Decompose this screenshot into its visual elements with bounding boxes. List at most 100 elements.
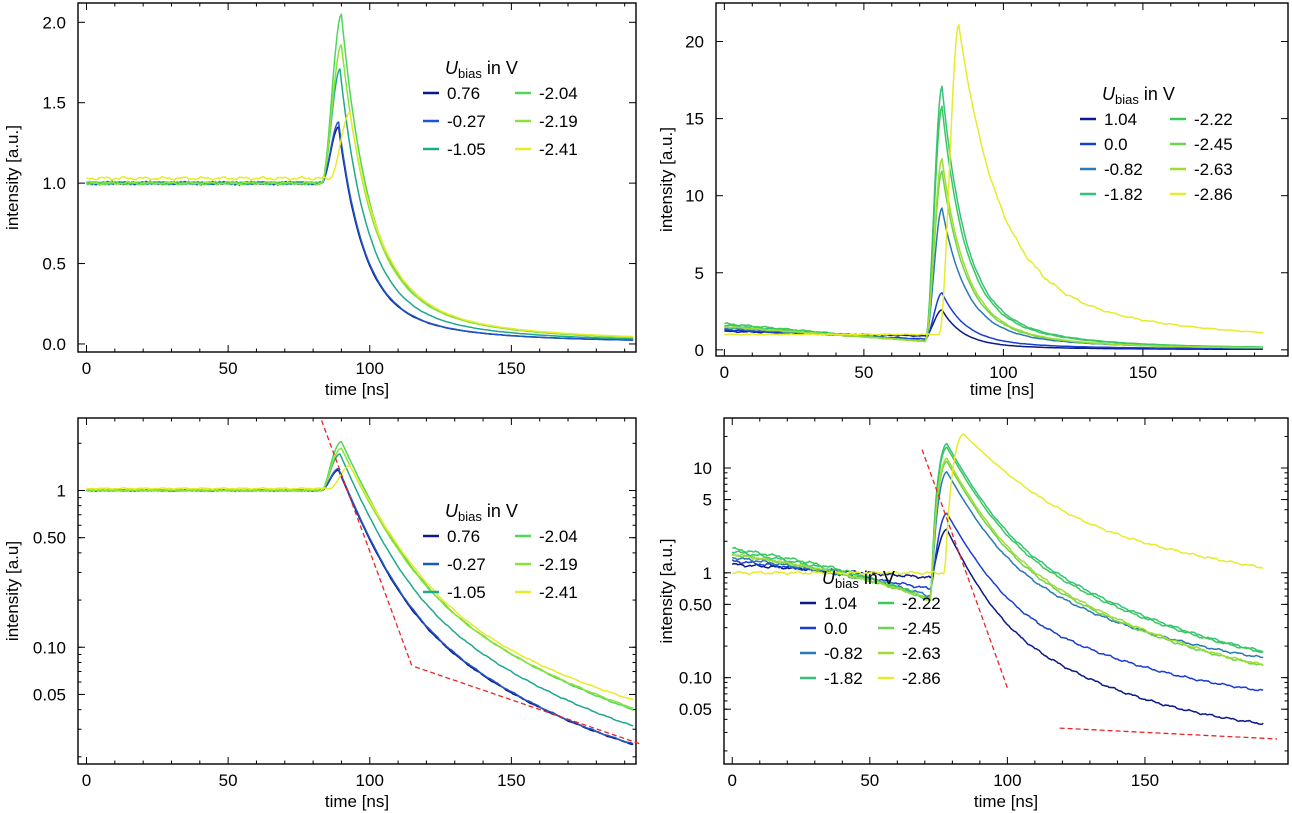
legend-label: -2.41 bbox=[539, 583, 578, 602]
legend-label: 0.0 bbox=[1104, 135, 1128, 154]
series-line--2.22 bbox=[732, 446, 1264, 654]
series-line--2.41 bbox=[86, 464, 634, 701]
legend-label: -2.63 bbox=[1194, 160, 1233, 179]
legend-label: -2.41 bbox=[539, 140, 578, 159]
x-tick-label: 100 bbox=[993, 771, 1021, 790]
legend: Ubias in V 0.76 -0.27 -1.05 -2.04 -2.19 -2.41 bbox=[423, 58, 578, 159]
plot-frame bbox=[723, 417, 1289, 765]
y-tick-label: 0.0 bbox=[42, 335, 66, 354]
chart-panel-bottom-left: 0 50 100 150 1 0.50 0.10 0.05 time [ns] intensity… bbox=[3, 417, 642, 811]
legend-label: -1.05 bbox=[447, 583, 486, 602]
x-tick-label: 150 bbox=[497, 771, 525, 790]
x-tick-label: 150 bbox=[1129, 363, 1157, 382]
fit-line-0 bbox=[921, 449, 1008, 689]
fit-line-1 bbox=[414, 666, 642, 746]
y-tick-label: 0.5 bbox=[42, 255, 66, 274]
fit-line-1 bbox=[1059, 727, 1278, 740]
curves bbox=[86, 440, 634, 746]
series-line-0.0 bbox=[731, 512, 1264, 692]
legend: Ubias in V 0.76 -0.27 -1.05 -2.04 -2.19 -2.41 bbox=[423, 501, 578, 602]
legend-label: -2.45 bbox=[1194, 135, 1233, 154]
legend-label: 0.0 bbox=[824, 619, 848, 638]
legend-label: -2.19 bbox=[539, 112, 578, 131]
series-line--2.45 bbox=[731, 460, 1264, 667]
legend-title: Ubias in V bbox=[445, 58, 518, 81]
x-tick-label: 0 bbox=[720, 363, 729, 382]
legend-label: -0.27 bbox=[447, 112, 486, 131]
legend-label: 1.04 bbox=[824, 594, 857, 613]
y-tick-label: 5 bbox=[695, 264, 704, 283]
x-axis-label: time [ns] bbox=[325, 792, 389, 811]
legend-label: -2.19 bbox=[539, 555, 578, 574]
curves bbox=[724, 23, 1263, 351]
series-line--2.86 bbox=[732, 433, 1264, 576]
y-tick-label: 5 bbox=[703, 491, 712, 510]
legend-label: -1.82 bbox=[824, 669, 863, 688]
legend-label: 0.76 bbox=[447, 84, 480, 103]
x-tick-label: 50 bbox=[219, 359, 238, 378]
legend-label: 0.76 bbox=[447, 527, 480, 546]
legend-label: 1.04 bbox=[1104, 110, 1137, 129]
legend-label: -0.82 bbox=[824, 644, 863, 663]
plot-frame bbox=[715, 2, 1289, 357]
y-axis-label: intensity [a.u.] bbox=[657, 539, 676, 644]
y-axis-label: intensity [a.u.] bbox=[657, 127, 676, 232]
y-tick-label: 0.50 bbox=[679, 595, 712, 614]
legend-label: -0.27 bbox=[447, 555, 486, 574]
x-axis-label: time [ns] bbox=[970, 380, 1034, 399]
legend-label: -2.04 bbox=[539, 527, 578, 546]
x-tick-label: 50 bbox=[219, 771, 238, 790]
x-tick-label: 0 bbox=[728, 771, 737, 790]
y-axis-label: intensity [a.u] bbox=[3, 541, 22, 641]
legend: Ubias in V 1.04 0.0 -0.82 -1.82 -2.22 -2.45 -2.… bbox=[1080, 84, 1233, 204]
x-tick-label: 100 bbox=[356, 359, 384, 378]
y-tick-label: 15 bbox=[685, 110, 704, 129]
chart-panel-top-left: 0 50 100 150 0.0 0.5 1.0 1.5 2.0 time [ns] intensi… bbox=[3, 2, 637, 399]
x-tick-label: 50 bbox=[860, 771, 879, 790]
y-tick-label: 1.0 bbox=[42, 174, 66, 193]
chart-panel-top-right: 0 50 100 150 0 5 10 15 20 time [ns] intensity [a.u… bbox=[657, 2, 1289, 399]
y-tick-label: 0.05 bbox=[679, 700, 712, 719]
curves bbox=[86, 13, 634, 341]
x-tick-label: 100 bbox=[356, 771, 384, 790]
legend-label: -0.82 bbox=[1104, 160, 1143, 179]
series-line--1.82 bbox=[724, 85, 1263, 348]
legend-label: -1.82 bbox=[1104, 185, 1143, 204]
plot-frame bbox=[77, 2, 637, 353]
series-line--2.45 bbox=[724, 170, 1263, 349]
series-line--2.63 bbox=[724, 157, 1263, 349]
legend-label: -2.45 bbox=[902, 619, 941, 638]
legend-label: -2.22 bbox=[902, 594, 941, 613]
x-tick-label: 100 bbox=[989, 363, 1017, 382]
y-tick-label: 20 bbox=[685, 33, 704, 52]
plot-frame bbox=[77, 417, 637, 765]
series-line--2.04 bbox=[86, 13, 634, 339]
y-tick-label: 0 bbox=[695, 341, 704, 360]
series-line--2.86 bbox=[724, 23, 1263, 336]
legend-label: -2.63 bbox=[902, 644, 941, 663]
y-axis-label: intensity [a.u.] bbox=[3, 125, 22, 230]
x-tick-label: 0 bbox=[82, 359, 91, 378]
series-line--0.27 bbox=[86, 467, 634, 745]
series-line--2.63 bbox=[731, 457, 1264, 666]
chart-panel-bottom-right: 0 50 100 150 10 5 1 0.50 0.10 0.05 time [ns] intens… bbox=[657, 417, 1289, 811]
y-tick-label: 2.0 bbox=[42, 13, 66, 32]
legend: Ubias in V 1.04 0.0 -0.82 -1.82 -2.22 -2.45 -2.… bbox=[800, 568, 941, 688]
legend-label: -2.86 bbox=[902, 669, 941, 688]
series-line--2.22 bbox=[724, 105, 1263, 348]
series-line--2.41 bbox=[86, 111, 634, 338]
x-axis-label: time [ns] bbox=[325, 380, 389, 399]
legend-label: -2.22 bbox=[1194, 110, 1233, 129]
y-tick-label: 0.10 bbox=[679, 669, 712, 688]
legend-label: -2.04 bbox=[539, 84, 578, 103]
y-tick-label: 10 bbox=[685, 187, 704, 206]
legend-label: -2.86 bbox=[1194, 185, 1233, 204]
x-tick-label: 150 bbox=[1131, 771, 1159, 790]
series-line--0.82 bbox=[731, 471, 1264, 659]
x-tick-label: 50 bbox=[854, 363, 873, 382]
x-tick-label: 150 bbox=[497, 359, 525, 378]
legend-title: Ubias in V bbox=[822, 568, 895, 591]
series-line--1.05 bbox=[86, 68, 634, 340]
curves bbox=[731, 433, 1264, 726]
